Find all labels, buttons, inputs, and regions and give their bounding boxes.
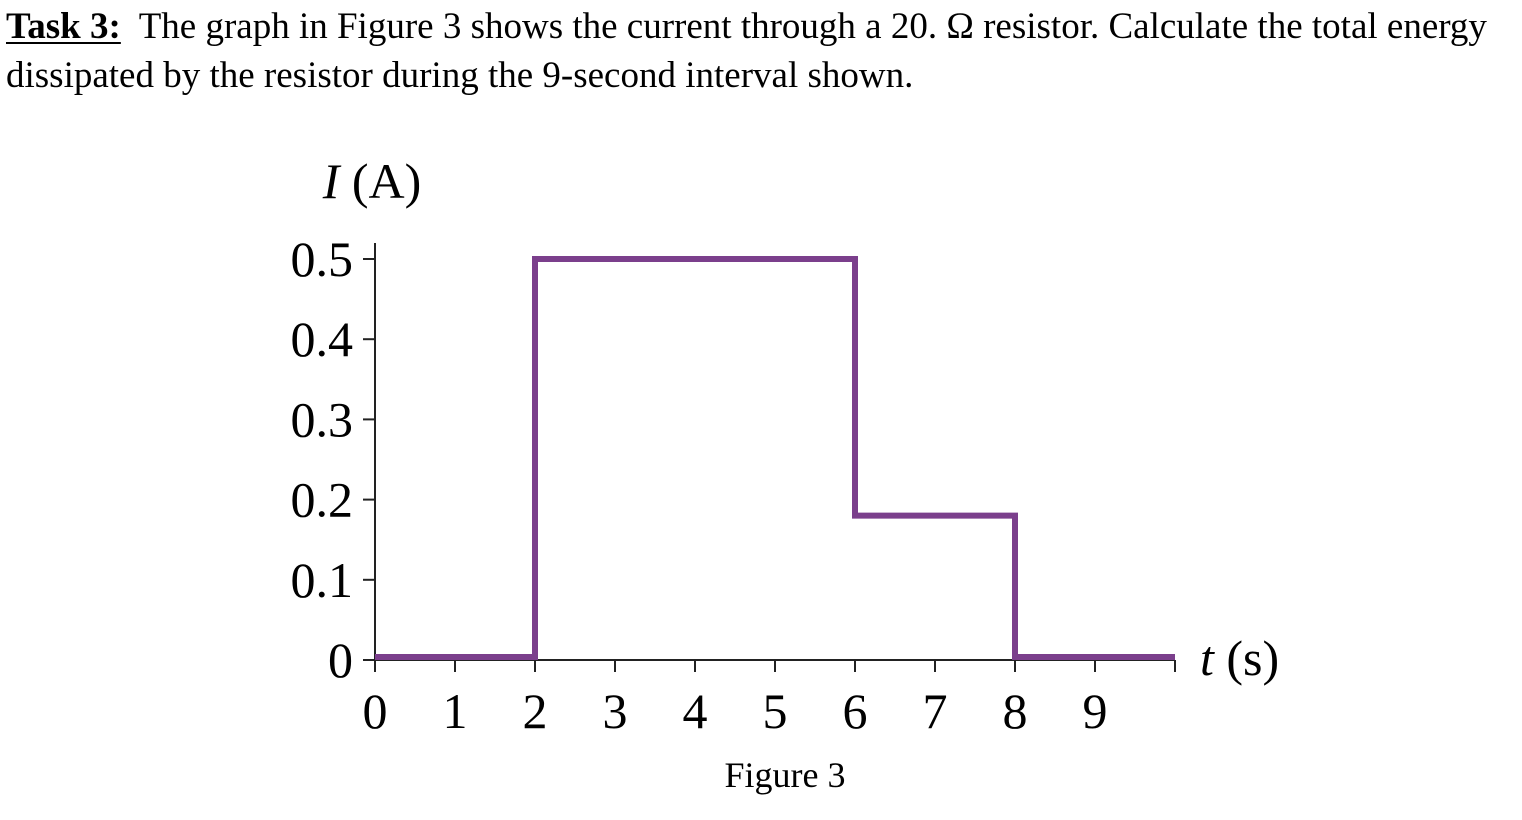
x-tick-label: 3 bbox=[603, 683, 628, 739]
task-text: The graph in Figure 3 shows the current … bbox=[6, 6, 1487, 96]
current-step-line bbox=[375, 256, 1175, 660]
x-tick-label: 9 bbox=[1083, 683, 1108, 739]
series-layer bbox=[375, 256, 1175, 660]
y-tick-label: 0.3 bbox=[291, 391, 354, 447]
y-axis-var: I bbox=[322, 153, 342, 209]
x-tick-label: 5 bbox=[763, 683, 788, 739]
task-statement: Task 3: The graph in Figure 3 shows the … bbox=[6, 2, 1506, 100]
x-tick-label: 0 bbox=[363, 683, 388, 739]
x-tick-label: 1 bbox=[443, 683, 468, 739]
ticks: 0 1 2 3 4 5 6 7 8 900.10.20.30.40.5 bbox=[291, 231, 1176, 739]
y-axis-unit: (A) bbox=[352, 153, 421, 209]
y-axis-label: I (A) bbox=[322, 153, 422, 209]
x-tick-label: 7 bbox=[923, 683, 948, 739]
y-tick-label: 0.5 bbox=[291, 231, 354, 287]
y-tick-label: 0.4 bbox=[291, 311, 354, 367]
y-tick-label: 0.2 bbox=[291, 472, 354, 528]
axes bbox=[374, 243, 1175, 661]
x-axis-var: t bbox=[1200, 630, 1215, 686]
x-tick-label: 6 bbox=[843, 683, 868, 739]
x-tick-label: 2 bbox=[523, 683, 548, 739]
x-tick-label: 8 bbox=[1003, 683, 1028, 739]
x-axis-label: t (s) bbox=[1200, 630, 1279, 686]
task-label: Task 3: bbox=[6, 6, 121, 47]
figure-caption: Figure 3 bbox=[724, 755, 846, 795]
x-tick-label: 4 bbox=[683, 683, 708, 739]
y-tick-label: 0 bbox=[328, 632, 353, 688]
y-tick-label: 0.1 bbox=[291, 552, 354, 608]
x-axis-unit: (s) bbox=[1226, 630, 1279, 686]
